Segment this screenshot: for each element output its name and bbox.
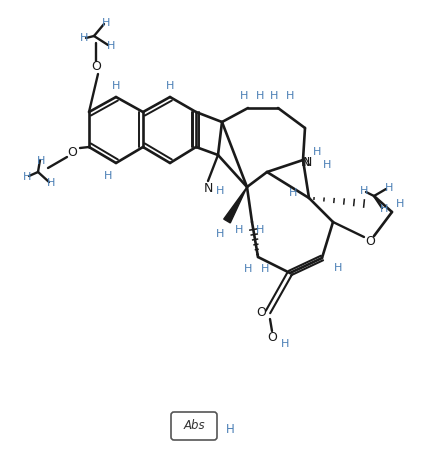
Text: H: H (322, 160, 330, 170)
Text: H: H (260, 264, 269, 274)
Text: H: H (333, 263, 341, 273)
FancyBboxPatch shape (171, 412, 216, 440)
Polygon shape (223, 187, 246, 223)
Text: H: H (111, 81, 120, 91)
Text: H: H (215, 186, 224, 196)
Text: O: O (67, 145, 77, 158)
Text: H: H (101, 18, 110, 28)
Text: H: H (285, 91, 294, 101)
Text: H: H (104, 171, 112, 181)
Text: H: H (384, 183, 392, 193)
Text: O: O (91, 60, 101, 74)
Text: H: H (239, 91, 248, 101)
Text: H: H (359, 186, 367, 196)
Text: H: H (37, 156, 45, 166)
Text: H: H (166, 81, 174, 91)
Text: O: O (364, 236, 374, 248)
Text: H: H (269, 91, 277, 101)
Text: O: O (255, 306, 265, 319)
Text: H: H (243, 264, 252, 274)
Text: N: N (203, 182, 212, 194)
Text: O: O (267, 331, 276, 345)
Text: H: H (107, 41, 115, 51)
Text: H: H (80, 33, 88, 43)
Text: H: H (379, 204, 387, 214)
Text: H: H (23, 172, 31, 182)
Text: Abs: Abs (183, 419, 204, 433)
Text: H: H (280, 339, 289, 349)
Text: H: H (255, 91, 264, 101)
Text: H: H (47, 178, 55, 188)
Text: N: N (301, 156, 311, 168)
Text: N: N (300, 156, 309, 168)
Text: H: H (312, 147, 320, 157)
Text: H: H (225, 424, 234, 436)
Text: H: H (288, 188, 297, 198)
Text: H: H (234, 225, 243, 235)
Text: H: H (255, 225, 264, 235)
Text: H: H (395, 199, 403, 209)
Text: H: H (215, 229, 224, 239)
